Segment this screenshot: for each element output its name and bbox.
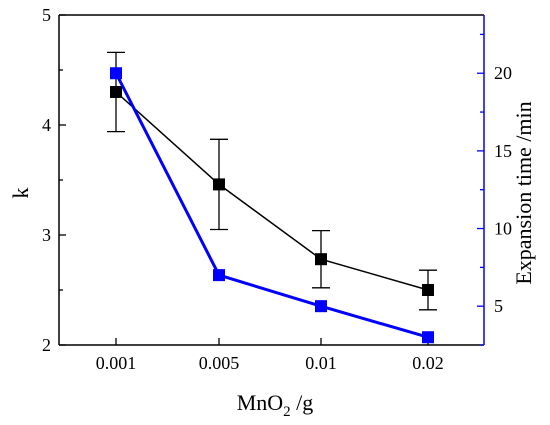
y-axis-title: k [8,188,33,199]
y-tick-label: 2 [42,335,51,355]
plot-frame [58,14,485,346]
series-layer [107,51,437,344]
series-1-marker [213,178,225,191]
y2-tick-label: 5 [494,296,503,316]
y2-axis-title: Expansion time /min [511,101,536,284]
x-tick-label: 0.005 [199,353,240,373]
x-axis-title-unit: /g [291,390,314,415]
x-tick-label: 0.001 [96,353,137,373]
y-tick-label: 4 [42,115,51,135]
right-y-axis: 5 10 15 20 [477,33,512,346]
series-2-line [114,72,429,339]
series-2-marker [422,331,434,344]
series-2 [110,67,434,344]
series-2-marker [213,269,225,282]
y2-tick-label: 20 [494,63,512,83]
x-axis-title-main: MnO [237,390,283,415]
x-tick-label: 0.02 [412,353,444,373]
series-1-line [115,91,429,291]
x-axis: 0.001 0.005 0.01 0.02 [96,338,444,373]
x-tick-label: 0.01 [305,353,337,373]
series-1-marker [422,284,434,296]
y-tick-label: 5 [42,5,51,25]
y2-tick-label: 15 [494,141,512,161]
series-2-marker [315,300,327,313]
y2-tick-label: 10 [494,219,512,239]
series-1-marker [315,253,327,266]
series-2-marker [110,67,122,80]
x-axis-title-subscript: 2 [283,404,291,420]
left-y-axis: 2 3 4 5 [42,5,66,355]
x-axis-title: MnO2 /g [237,390,314,420]
series-1 [107,51,437,311]
y-tick-label: 3 [42,225,51,245]
series-1-marker [110,86,122,98]
